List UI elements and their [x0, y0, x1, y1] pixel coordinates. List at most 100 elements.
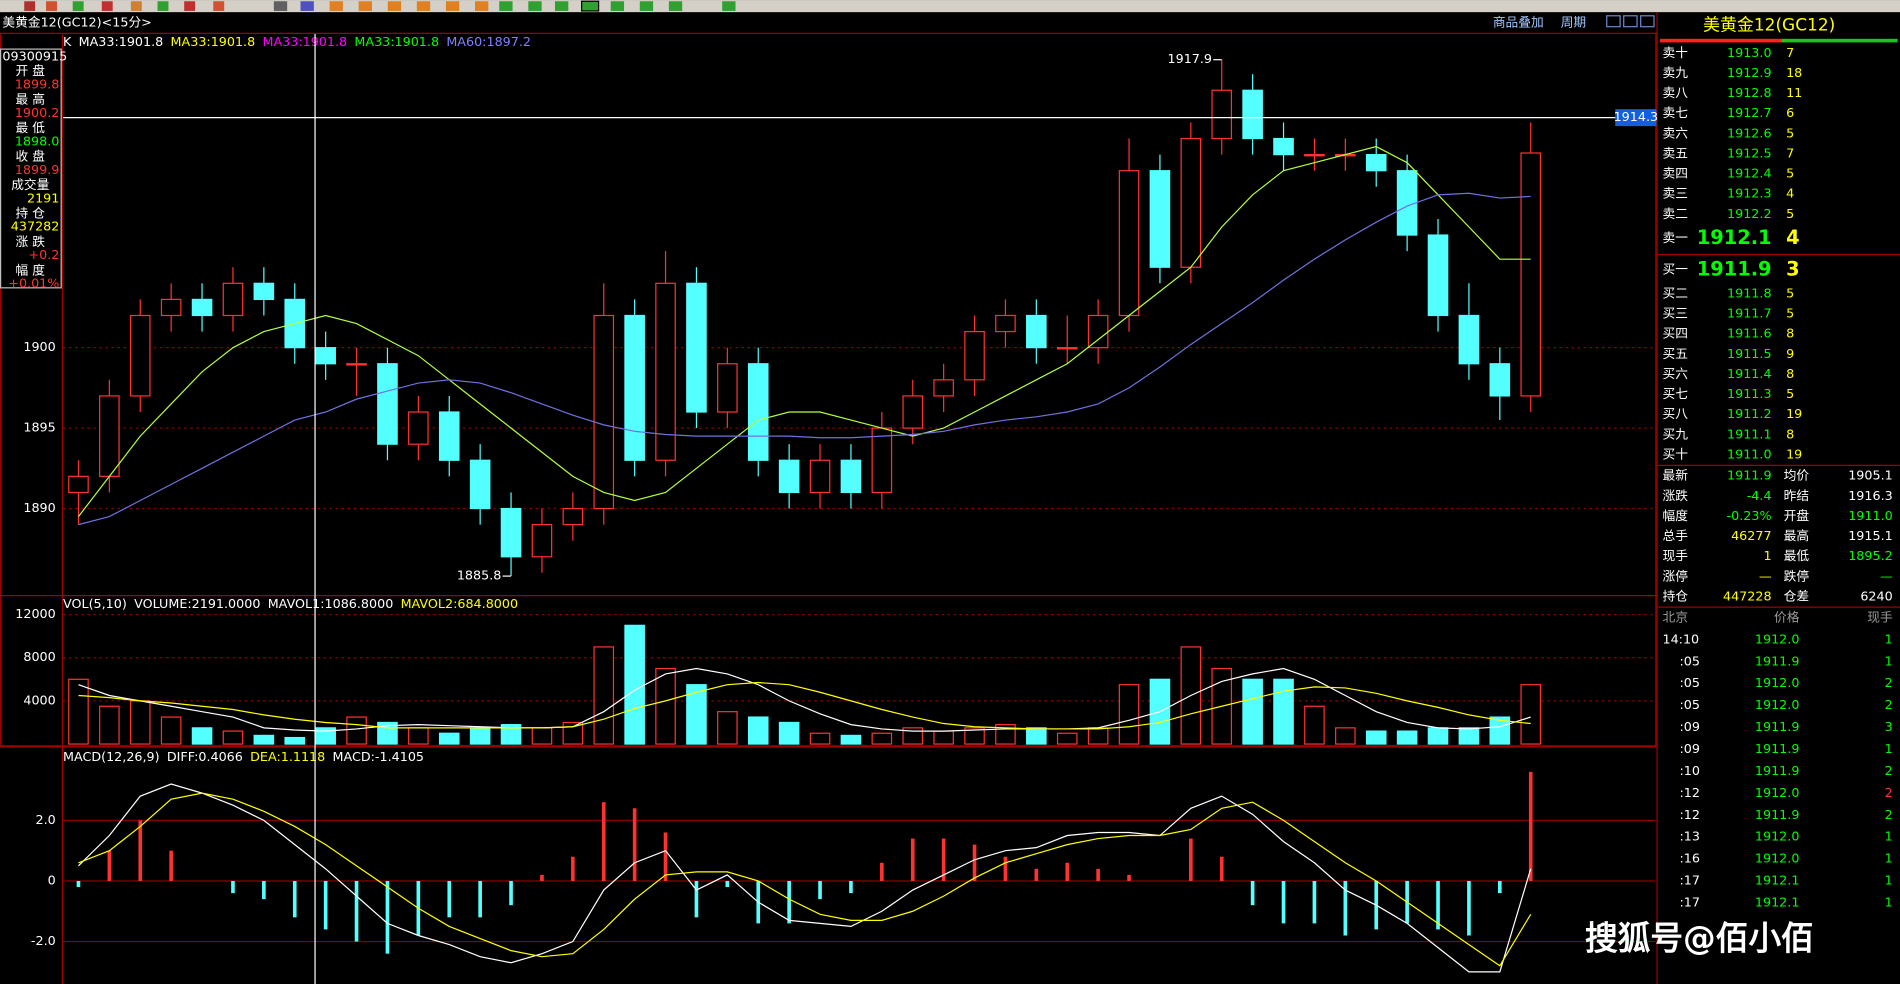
candle-body	[1273, 137, 1294, 156]
candle-body	[1211, 89, 1233, 140]
stat-label: 幅度	[1663, 508, 1689, 523]
book-volume: 5	[1786, 286, 1794, 301]
book-volume: 6	[1786, 105, 1794, 120]
candle-body	[129, 314, 151, 397]
candle-body	[1087, 314, 1109, 349]
book-label: 卖五	[1663, 145, 1689, 160]
book-price: 1911.2	[1727, 406, 1772, 421]
volume-bar	[809, 732, 831, 745]
book-label: 买九	[1663, 426, 1689, 441]
candle-body	[1396, 170, 1418, 236]
book-price: 1911.9	[1697, 258, 1772, 281]
volume-bar	[1520, 684, 1542, 745]
macd-bar	[1467, 880, 1471, 936]
trade-volume: 1	[1885, 741, 1893, 756]
stat-label: 昨结	[1784, 488, 1809, 503]
volume-bar	[717, 711, 738, 745]
side-bar-red	[1660, 38, 1782, 43]
indicator-label: K	[63, 34, 72, 49]
macd-bar	[1003, 856, 1008, 881]
book-volume: 5	[1786, 206, 1794, 221]
stat-label: 持仓	[1663, 588, 1689, 603]
trade-volume: 2	[1885, 763, 1893, 778]
book-label: 卖二	[1663, 206, 1689, 221]
period-button[interactable]: 周期	[1561, 15, 1586, 30]
candle-body	[964, 330, 985, 381]
low-label: 1885.8	[457, 568, 502, 583]
book-price: 1912.4	[1727, 166, 1772, 181]
book-label: 买五	[1663, 346, 1689, 361]
indicator-label: MA33:1901.8	[79, 34, 164, 49]
stat-label: 总手	[1663, 528, 1689, 543]
candle-body	[624, 314, 645, 461]
trade-volume: 2	[1885, 697, 1893, 712]
stat-value: —	[1880, 568, 1893, 583]
stat-label: 最新	[1663, 468, 1689, 483]
info-value: +0.2	[28, 247, 59, 262]
trade-price: 1912.1	[1755, 895, 1800, 910]
info-value: 437282	[11, 219, 60, 234]
candle-body	[562, 507, 584, 526]
y-tick-label: 0	[48, 872, 56, 887]
indicator-line	[78, 192, 1531, 526]
macd-bar	[1250, 880, 1255, 906]
candle-body	[1026, 314, 1047, 349]
macd-bar	[910, 838, 915, 881]
overlay-button[interactable]: 商品叠加	[1493, 15, 1544, 30]
watermark: 搜狐号@佰小佰	[1585, 919, 1814, 957]
volume-bar	[624, 624, 645, 745]
trade-volume: 2	[1885, 675, 1893, 690]
trade-time: :12	[1679, 785, 1699, 800]
indicator-label: MACD(12,26,9)	[63, 749, 160, 764]
volume-bar	[99, 705, 120, 745]
volume-bar	[191, 727, 213, 745]
info-value: 1898.0	[15, 133, 60, 148]
y-tick-label: 12000	[15, 606, 55, 621]
macd-bar	[107, 850, 112, 881]
book-volume: 7	[1786, 145, 1794, 160]
book-label: 卖一	[1663, 230, 1689, 245]
info-time: 09300915	[2, 48, 67, 63]
macd-bar	[138, 820, 143, 881]
macd-bar	[1281, 880, 1286, 924]
candle-body	[686, 282, 707, 413]
volume-bar	[840, 734, 862, 745]
indicator-label: DIFF:0.4066	[167, 749, 243, 764]
book-price: 1912.2	[1727, 206, 1772, 221]
book-volume: 18	[1786, 65, 1802, 80]
trade-price: 1912.1	[1755, 873, 1800, 888]
macd-bar	[509, 880, 513, 906]
trade-price: 1911.9	[1755, 741, 1800, 756]
stat-value: 6240	[1860, 588, 1892, 603]
window-buttons[interactable]	[1606, 15, 1655, 28]
candle-body	[377, 363, 398, 445]
info-label: 最 低	[16, 120, 46, 135]
candle-body	[717, 363, 738, 413]
macd-bar	[1343, 880, 1348, 936]
trade-time: :17	[1679, 873, 1699, 888]
info-label: 最 高	[16, 92, 45, 107]
stat-value: -0.23%	[1727, 508, 1772, 523]
book-volume: 4	[1786, 186, 1794, 201]
info-value: 1900.2	[15, 105, 60, 120]
candle-body	[160, 298, 182, 317]
candle-body	[747, 363, 769, 461]
toolbar-icons	[24, 0, 736, 12]
candle-body	[1489, 363, 1511, 397]
volume-bar	[253, 734, 275, 745]
book-label: 买八	[1663, 406, 1689, 421]
trade-time: :12	[1679, 807, 1699, 822]
book-price: 1911.8	[1727, 286, 1772, 301]
trade-price: 1911.9	[1755, 653, 1800, 668]
indicator-label: VOL(5,10)	[63, 596, 127, 611]
macd-bar	[447, 880, 452, 918]
book-price: 1911.7	[1727, 306, 1772, 321]
book-volume: 5	[1786, 125, 1794, 140]
book-price: 1911.3	[1727, 386, 1772, 401]
macd-bar	[1065, 862, 1070, 881]
macd-bar	[169, 850, 173, 881]
macd-bar	[1219, 856, 1224, 881]
candle-body	[500, 507, 522, 558]
book-volume: 3	[1786, 258, 1799, 281]
info-label: 成交量	[11, 177, 49, 192]
